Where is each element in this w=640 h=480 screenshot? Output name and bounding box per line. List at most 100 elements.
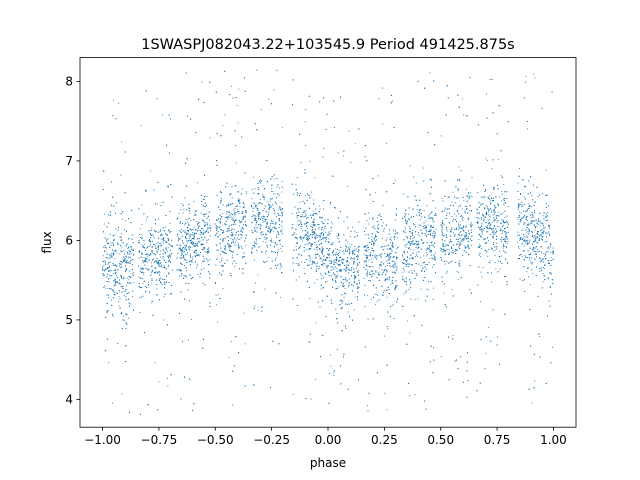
data-point [121,277,123,279]
data-point [220,197,222,200]
data-point [523,196,525,198]
data-point [333,207,336,209]
data-point [271,190,273,192]
data-point [234,145,236,147]
data-point [264,252,266,254]
data-point [323,148,325,150]
data-point [163,296,165,298]
data-point [532,215,534,217]
data-point [354,143,356,145]
data-point [113,293,115,295]
data-point [457,209,459,211]
data-point [105,280,107,283]
data-point [443,248,445,250]
data-point [536,226,538,228]
data-point [313,214,315,216]
data-point [216,257,218,259]
data-point [405,260,407,262]
data-point [138,276,140,278]
data-point [354,245,356,248]
data-point [391,242,394,244]
data-point [461,241,463,243]
data-point [524,240,526,242]
data-point [532,272,534,274]
data-point [312,210,314,212]
data-point [278,215,280,217]
data-point [131,264,134,266]
data-point [262,193,264,196]
data-point [256,243,258,245]
data-point [403,193,405,195]
data-point [257,202,259,204]
data-point [277,254,279,256]
data-point [392,246,394,248]
data-point [203,268,205,270]
data-point [404,270,406,272]
data-point [382,204,384,206]
data-point [295,245,297,248]
data-point [525,237,527,239]
data-point [194,242,196,244]
data-point [167,264,170,266]
data-point [461,208,463,210]
data-point [343,221,345,223]
data-point [349,246,351,248]
data-point [338,241,340,243]
data-point [139,297,141,299]
data-point [336,312,338,315]
data-point [230,213,232,215]
data-point [534,77,536,79]
data-point [202,282,204,284]
data-point [506,261,509,264]
data-point [410,270,412,272]
data-point [420,256,422,258]
data-point [141,236,143,238]
data-point [385,260,387,262]
data-point [404,226,406,228]
data-point [377,225,379,227]
data-point [108,214,110,216]
data-point [166,378,169,380]
data-point [389,277,391,279]
data-point [156,243,158,245]
data-point [459,221,461,223]
data-point [301,230,304,232]
data-point [216,245,218,247]
data-point [410,298,412,300]
data-point [116,251,118,253]
data-point [121,236,123,238]
data-point [444,208,446,211]
data-point [311,264,313,266]
data-point [505,247,507,249]
data-point [122,290,124,293]
data-point [494,249,496,251]
data-point [403,252,405,254]
data-point [196,220,198,222]
data-point [520,238,522,240]
data-point [151,271,153,273]
data-point [412,237,414,239]
data-point [517,234,519,236]
data-point [195,267,198,269]
data-point [153,258,155,260]
data-point [332,267,334,269]
data-point [228,228,230,230]
data-point [446,212,448,214]
data-point [470,226,472,228]
data-point [333,269,335,271]
data-point [427,217,429,219]
data-point [485,93,488,95]
data-point [109,277,111,279]
data-point [179,221,181,223]
data-point [165,249,168,251]
data-point [415,182,417,184]
data-point [115,280,117,283]
data-point [179,244,181,246]
data-point [227,211,229,213]
data-point [526,223,529,225]
data-point [380,247,382,249]
data-point [264,288,266,290]
data-point [414,195,416,197]
data-point [460,170,462,172]
data-point [540,267,542,269]
